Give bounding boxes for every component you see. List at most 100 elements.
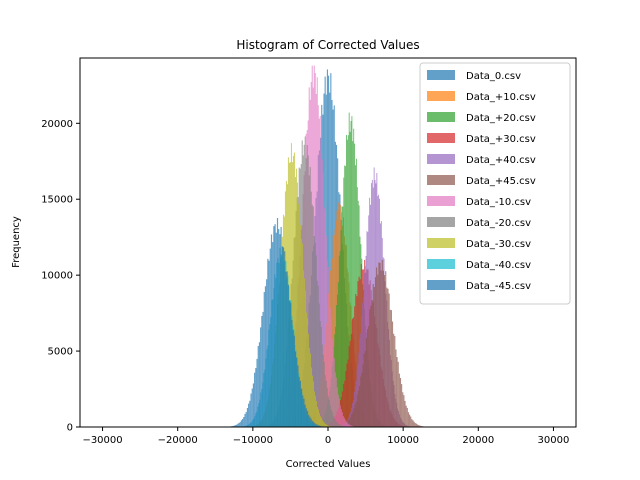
histogram-bar (406, 407, 408, 427)
histogram-bar (311, 204, 313, 427)
y-axis-label: Frequency (11, 216, 22, 268)
histogram-bar (363, 273, 365, 427)
histogram-bar (342, 206, 344, 427)
histogram-bar (334, 372, 336, 427)
histogram-bar (306, 145, 308, 428)
legend-item: Data_+10.csv (427, 91, 536, 103)
histogram-bar (281, 246, 283, 427)
histogram-bar (301, 243, 303, 427)
legend-label: Data_+40.csv (466, 155, 536, 166)
histogram-bar (357, 281, 359, 427)
histogram-bar (350, 333, 352, 427)
histogram-bar (304, 290, 306, 427)
histogram-bar (390, 310, 392, 427)
histogram-bar (414, 423, 416, 427)
histogram-bar (324, 423, 326, 427)
legend-label: Data_+30.csv (466, 134, 536, 145)
x-tick-label: 30000 (538, 435, 570, 446)
histogram-bar (324, 211, 326, 427)
histogram-bar (289, 162, 291, 427)
histogram-bar (308, 414, 310, 427)
histogram-bar (415, 423, 417, 427)
legend-swatch (427, 112, 455, 122)
histogram-bar (363, 353, 365, 427)
legend-box (419, 62, 571, 305)
histogram-bar (286, 271, 288, 427)
histogram-bar (238, 422, 240, 427)
histogram-bar (342, 391, 344, 427)
legend-item: Data_+40.csv (427, 154, 536, 166)
histogram-bar (318, 425, 321, 427)
x-tick-label: −30000 (82, 435, 122, 446)
histogram-bar (291, 162, 293, 427)
histogram-bar (242, 418, 244, 427)
legend-label: Data_-40.csv (466, 260, 531, 271)
histogram-bar (329, 92, 331, 427)
histogram-bar (356, 395, 358, 427)
histogram-bar (335, 210, 337, 427)
x-axis-label: Corrected Values (286, 459, 371, 470)
histogram-bar (300, 388, 303, 427)
legend-swatch (427, 259, 455, 269)
histogram-bar (362, 297, 364, 427)
y-tick-label: 5000 (48, 347, 73, 358)
histogram-bar (320, 326, 322, 427)
histogram-bar (322, 354, 324, 427)
histogram-bar (272, 242, 274, 427)
histogram-bar (346, 422, 348, 427)
histogram-bar (346, 139, 348, 427)
histogram-bar (309, 166, 311, 427)
y-axis-ticks: 0 5000 10000 15000 20000 (41, 119, 80, 434)
histogram-bar (364, 266, 366, 427)
legend-swatch (427, 70, 455, 80)
histogram-bar (344, 165, 346, 427)
histogram-bar (304, 404, 306, 427)
histogram-bar (370, 183, 372, 427)
histogram-bar (303, 278, 305, 427)
histogram-bar (366, 329, 369, 427)
histogram-bar (403, 395, 405, 427)
legend-label: Data_+45.csv (466, 176, 536, 187)
legend-swatch (427, 91, 455, 101)
histogram-bar (317, 285, 319, 427)
histogram-bar (348, 112, 350, 428)
legend-item: Data_-30.csv (427, 238, 531, 250)
histogram-bar (322, 421, 324, 427)
histogram-bar (333, 417, 335, 427)
histogram-bar (317, 409, 319, 427)
histogram-bar (420, 425, 422, 427)
histogram-bar (339, 405, 341, 427)
histogram-bar (260, 327, 262, 427)
histogram-bar (325, 235, 327, 427)
histogram-bar (385, 271, 387, 427)
legend-label: Data_-10.csv (466, 197, 531, 208)
histogram-bar (340, 230, 342, 427)
legend-label: Data_+20.csv (466, 113, 536, 124)
histogram-bar (374, 277, 377, 427)
histogram-bar (372, 284, 374, 427)
histogram-bar (326, 388, 328, 427)
histogram-bar (401, 384, 403, 427)
histogram-bar (411, 419, 413, 427)
histogram-bar (315, 423, 317, 427)
histogram-bar (342, 416, 344, 427)
histogram-bar (337, 423, 339, 427)
histogram-bar (330, 73, 332, 428)
x-tick-label: 20000 (462, 435, 494, 446)
series-Data_+45.csv (336, 259, 424, 427)
histogram-bar (237, 423, 239, 427)
histogram-bar (233, 425, 235, 427)
histogram-bar (297, 365, 299, 427)
histogram-bar (413, 421, 415, 427)
histogram-bar (328, 292, 330, 427)
histogram-bar (320, 417, 322, 427)
legend-swatch (427, 196, 455, 206)
histogram-bar (245, 412, 247, 427)
histogram-bar (305, 408, 307, 427)
histogram-bar (264, 286, 267, 427)
histogram-bar (358, 352, 360, 427)
histogram-bar (364, 350, 366, 427)
histogram-bar (316, 406, 318, 427)
histogram-bar (308, 348, 310, 427)
histogram-bar (262, 311, 264, 427)
